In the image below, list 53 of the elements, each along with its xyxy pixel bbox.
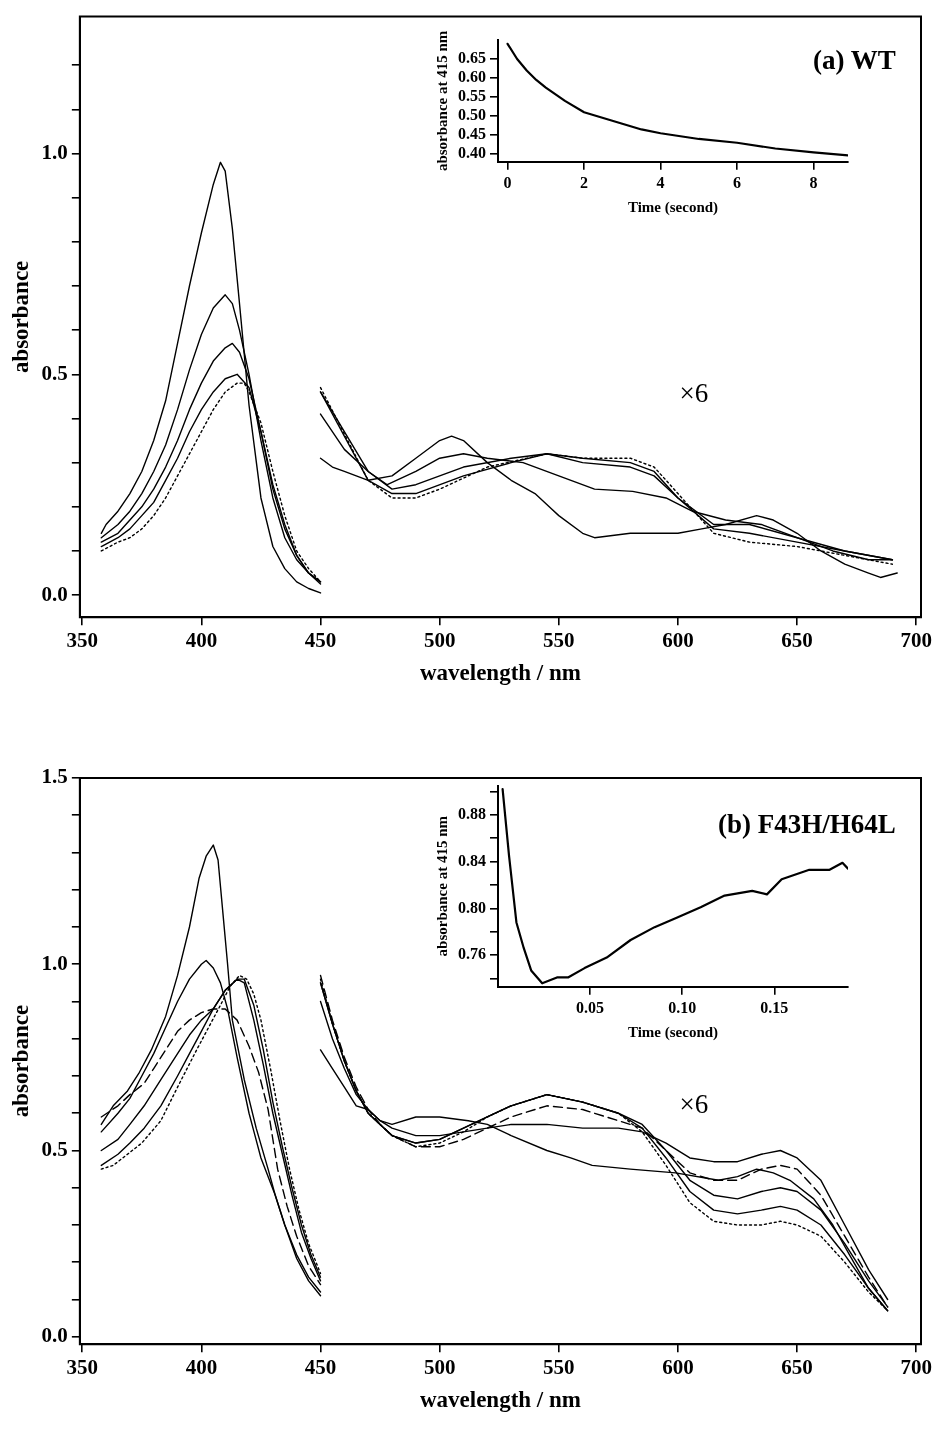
text: (a) WT bbox=[813, 44, 896, 75]
x-axis-title: wavelength / nm bbox=[419, 660, 581, 686]
y-axis-title: absorbance at 415 nm bbox=[433, 30, 450, 172]
x-tick-label: 0.15 bbox=[760, 998, 789, 1016]
y-tick-label: 0.45 bbox=[458, 125, 486, 143]
x-tick-label: 450 bbox=[304, 1355, 337, 1380]
x-tick-label: 400 bbox=[185, 628, 218, 653]
y-tick-label: 0.55 bbox=[458, 87, 486, 105]
x-axis-title: Time (second) bbox=[627, 198, 719, 216]
x-tick-label: 500 bbox=[423, 628, 456, 653]
x-tick-label: 6 bbox=[733, 173, 742, 191]
x-tick-label: 450 bbox=[304, 628, 337, 653]
x-tick-label: 700 bbox=[900, 1355, 932, 1380]
x-tick-label: 600 bbox=[662, 628, 694, 653]
x-axis-title: wavelength / nm bbox=[419, 1387, 581, 1413]
y-tick-label: 0.65 bbox=[458, 49, 486, 67]
y-tick-label: 0.0 bbox=[41, 581, 68, 606]
x-tick-label: 350 bbox=[66, 1355, 98, 1380]
y-tick-label: 0.0 bbox=[41, 1323, 68, 1348]
x-tick-label: 400 bbox=[185, 1355, 218, 1380]
x-tick-label: 550 bbox=[543, 628, 575, 653]
y-tick-label: 0.5 bbox=[41, 1136, 68, 1161]
text: (b) F43H/H64L bbox=[718, 809, 896, 840]
y-tick-label: 1.0 bbox=[41, 139, 68, 164]
x-tick-label: 4 bbox=[656, 173, 665, 191]
y-axis-title: absorbance bbox=[7, 260, 33, 374]
x-tick-label: 700 bbox=[900, 628, 932, 653]
x-tick-label: 600 bbox=[662, 1355, 694, 1380]
y-tick-label: 1.0 bbox=[41, 950, 68, 975]
y-tick-label: 0.84 bbox=[458, 851, 486, 869]
y-axis-title: absorbance bbox=[7, 1004, 33, 1118]
y-tick-label: 0.76 bbox=[458, 945, 486, 963]
x-tick-label: 550 bbox=[543, 1355, 575, 1380]
x-tick-label: 650 bbox=[781, 1355, 813, 1380]
y-tick-label: 0.60 bbox=[458, 68, 486, 86]
x-axis-title: Time (second) bbox=[627, 1023, 719, 1041]
x-tick-label: 650 bbox=[781, 628, 813, 653]
x-tick-label: 8 bbox=[809, 173, 818, 191]
x-tick-label: 500 bbox=[423, 1355, 456, 1380]
x-tick-label: 350 bbox=[66, 628, 98, 653]
x-tick-label: 2 bbox=[580, 173, 589, 191]
y-tick-label: 0.5 bbox=[41, 360, 68, 385]
y-tick-label: 0.88 bbox=[458, 804, 486, 822]
y-axis-title: absorbance at 415 nm bbox=[433, 815, 450, 957]
y-tick-label: 0.40 bbox=[458, 144, 486, 162]
y-tick-label: 0.80 bbox=[458, 898, 486, 916]
x-tick-label: 0.05 bbox=[576, 998, 605, 1016]
x-tick-label: 0.10 bbox=[668, 998, 697, 1016]
x-tick-label: 0 bbox=[503, 173, 512, 191]
y-tick-label: 0.50 bbox=[458, 106, 486, 124]
annotation: ×6 bbox=[679, 1089, 709, 1120]
annotation: ×6 bbox=[679, 378, 709, 409]
y-tick-label: 1.5 bbox=[41, 764, 68, 789]
